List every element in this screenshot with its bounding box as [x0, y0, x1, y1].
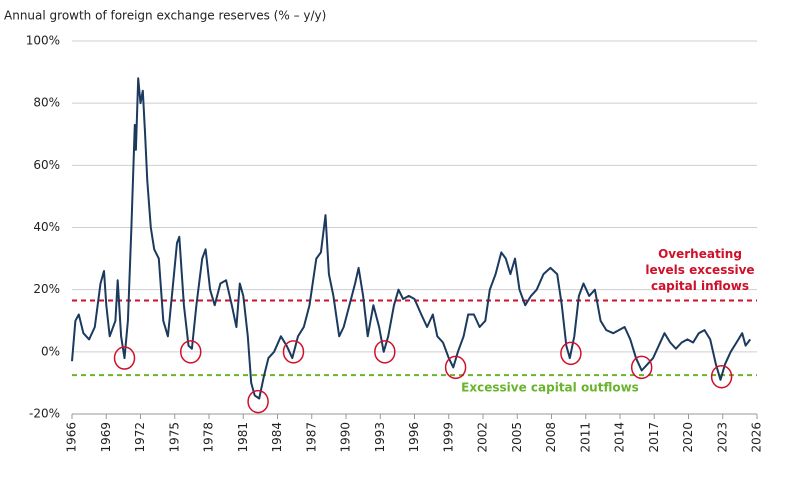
x-tick-label: 1984: [270, 422, 284, 453]
data-line: [71, 77, 752, 400]
x-tick-label: 2005: [510, 422, 524, 453]
x-tick-label: 1966: [65, 422, 79, 453]
y-tick-label: 0%: [41, 344, 60, 358]
y-tick-label: 80%: [33, 96, 60, 110]
x-tick-label: 1975: [167, 422, 181, 453]
x-tick-label: 1996: [407, 422, 421, 453]
x-tick-label: 1990: [339, 422, 353, 453]
y-tick-label: 60%: [33, 158, 60, 172]
highlight-circle: [560, 341, 582, 366]
x-tick-label: 2014: [613, 422, 627, 453]
x-tick-label: 2008: [544, 422, 558, 453]
highlight-circle: [374, 340, 396, 364]
x-tick-label: 2020: [681, 422, 695, 453]
highlight-circle: [282, 340, 305, 364]
reference-label: Overheating: [658, 247, 742, 261]
x-tick-label: 1972: [133, 422, 147, 453]
x-tick-label: 2002: [476, 422, 490, 453]
y-tick-label: -20%: [29, 407, 60, 421]
x-tick-label: 1987: [304, 422, 318, 453]
x-tick-label: 2023: [715, 422, 729, 453]
reference-label: Excessive capital outflows: [461, 381, 639, 395]
x-tick-label: 1969: [99, 422, 113, 453]
highlight-circle: [113, 346, 136, 370]
x-tick-label: 1999: [441, 422, 455, 453]
x-tick-label: 2011: [578, 422, 592, 453]
highlight-circle: [444, 355, 467, 380]
x-tick-label: 2017: [647, 422, 661, 453]
x-tick-label: 1981: [236, 422, 250, 453]
highlight-circle: [630, 355, 653, 380]
highlight-circle: [710, 364, 733, 389]
reference-label: levels excessive: [645, 263, 754, 277]
y-tick-label: 40%: [33, 220, 60, 234]
y-tick-label: 100%: [26, 34, 60, 48]
x-tick-label: 1993: [373, 422, 387, 453]
highlight-circle: [179, 340, 202, 364]
y-tick-label: 20%: [33, 282, 60, 296]
highlight-circle: [247, 389, 269, 414]
chart-title: Annual growth of foreign exchange reserv…: [4, 9, 326, 23]
x-tick-label: 1978: [202, 422, 216, 453]
reference-label: capital inflows: [651, 279, 749, 293]
x-tick-label: 2026: [750, 422, 764, 453]
